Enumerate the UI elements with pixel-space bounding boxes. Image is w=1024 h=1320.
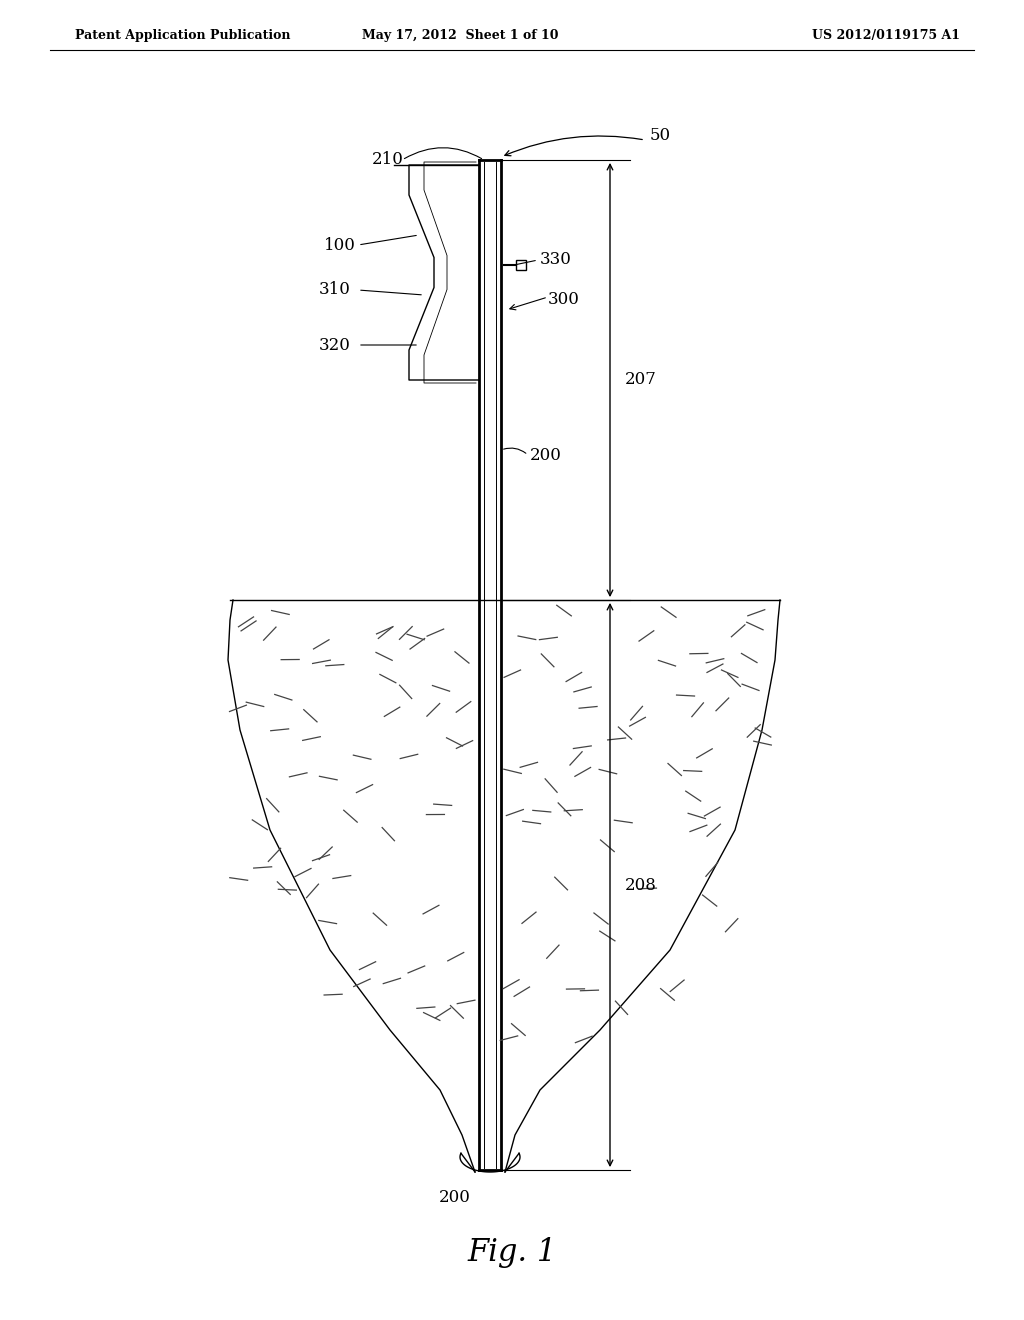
Text: Fig. 1: Fig. 1 bbox=[467, 1237, 557, 1267]
Text: 207: 207 bbox=[625, 371, 656, 388]
Text: 320: 320 bbox=[319, 337, 351, 354]
Text: 300: 300 bbox=[548, 292, 580, 309]
Text: US 2012/0119175 A1: US 2012/0119175 A1 bbox=[812, 29, 961, 41]
Text: Patent Application Publication: Patent Application Publication bbox=[75, 29, 291, 41]
Text: 310: 310 bbox=[319, 281, 351, 298]
Bar bbox=[516, 260, 526, 271]
Text: 50: 50 bbox=[650, 127, 671, 144]
Text: 100: 100 bbox=[324, 236, 356, 253]
Text: 208: 208 bbox=[625, 876, 656, 894]
Text: 210: 210 bbox=[372, 152, 403, 169]
Text: 200: 200 bbox=[439, 1188, 471, 1205]
Text: 330: 330 bbox=[540, 252, 571, 268]
Text: May 17, 2012  Sheet 1 of 10: May 17, 2012 Sheet 1 of 10 bbox=[361, 29, 558, 41]
Text: 200: 200 bbox=[530, 446, 562, 463]
